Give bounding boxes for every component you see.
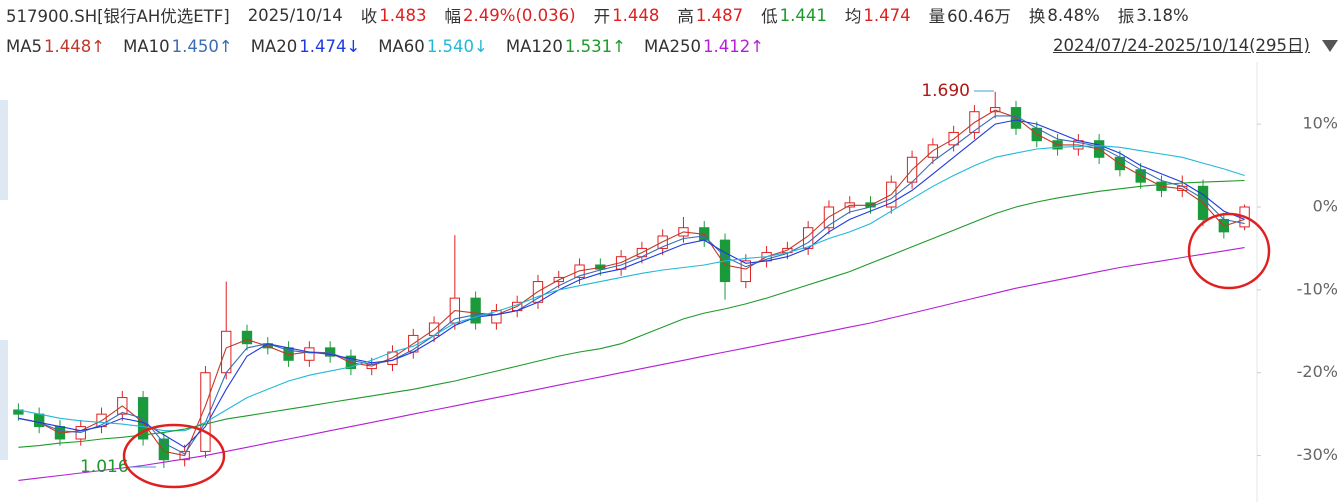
- y-tick-label: 10%: [1302, 114, 1338, 133]
- candle-body: [13, 409, 24, 415]
- quote-value: 3.18%: [1136, 5, 1189, 25]
- candle-body: [241, 330, 253, 345]
- quote-label: 振: [1117, 7, 1135, 26]
- candle-body: [324, 347, 336, 357]
- ma-line: [18, 119, 1245, 448]
- legend-name: MA60: [378, 36, 425, 56]
- date: 2025/10/14: [247, 5, 343, 25]
- quote-label: 开: [593, 7, 611, 26]
- quote-label: 幅: [444, 7, 462, 26]
- ma-line: [18, 109, 1245, 457]
- quote-bar: 517900.SH[银行AH优选ETF] 2025/10/14 收 1.483 幅 2…: [6, 2, 1344, 28]
- dropdown-arrow[interactable]: [1322, 40, 1338, 52]
- side-strip: [0, 100, 8, 200]
- legend-name: MA20: [250, 36, 298, 56]
- quote-value: 1.483: [379, 5, 427, 25]
- y-tick-label: -30%: [1297, 445, 1338, 464]
- quote-value: 8.48%: [1047, 5, 1100, 25]
- quote-value: 60.46万: [947, 7, 1011, 26]
- date-range[interactable]: 2024/07/24-2025/10/14(295日): [1052, 36, 1310, 55]
- quote-label: 低: [761, 7, 778, 26]
- symbol: 517900.SH[银行AH优选ETF]: [6, 7, 230, 26]
- quote-label: 换: [1028, 7, 1046, 26]
- candle-body: [304, 347, 315, 361]
- quote-value: 2.49%(0.036): [463, 5, 576, 25]
- highlight-circle: [122, 423, 226, 489]
- annotation: 1.690: [921, 81, 970, 101]
- quote-value: 1.448: [612, 5, 660, 25]
- legend-value: 1.448↑: [44, 36, 106, 56]
- ma-line: [18, 145, 1245, 432]
- side-strip: [0, 340, 8, 460]
- legend-name: MA10: [123, 36, 170, 56]
- ma-legend: MA5 1.448↑ MA10 1.450↑ MA20 1.474↓ MA60 1.540↓ M…: [6, 33, 1344, 59]
- legend-name: MA5: [6, 36, 43, 56]
- candle-body: [491, 310, 502, 324]
- candle-body: [221, 330, 232, 374]
- candle-body: [740, 260, 751, 283]
- quote-label: 均: [844, 7, 862, 26]
- y-tick-label: -20%: [1297, 362, 1338, 381]
- quote-value: 1.474: [863, 5, 911, 25]
- y-tick-label: -10%: [1297, 279, 1338, 298]
- ma-line: [18, 115, 1245, 455]
- legend-name: MA250: [643, 36, 701, 56]
- candle-body: [158, 438, 170, 461]
- quote-label: 高: [677, 7, 694, 26]
- candle-body: [33, 413, 45, 428]
- legend-name: MA120: [505, 36, 563, 56]
- quote-value: 1.487: [695, 5, 744, 25]
- candle-body: [470, 297, 481, 324]
- ma-line: [18, 179, 1245, 448]
- legend-value: 1.540↓: [426, 36, 488, 56]
- legend-value: 1.450↑: [171, 36, 233, 56]
- candle-body: [200, 372, 211, 452]
- quote-label: 量: [928, 7, 946, 26]
- highlight-circle: [1187, 212, 1271, 290]
- legend-value: 1.412↑: [703, 36, 765, 56]
- annotation: 1.016: [80, 457, 129, 477]
- quote-value: 1.441: [779, 5, 827, 25]
- quote-label: 收: [360, 7, 378, 26]
- legend-value: 1.531↑: [564, 36, 626, 56]
- y-tick-label: 0%: [1313, 197, 1338, 216]
- legend-value: 1.474↓: [299, 36, 361, 56]
